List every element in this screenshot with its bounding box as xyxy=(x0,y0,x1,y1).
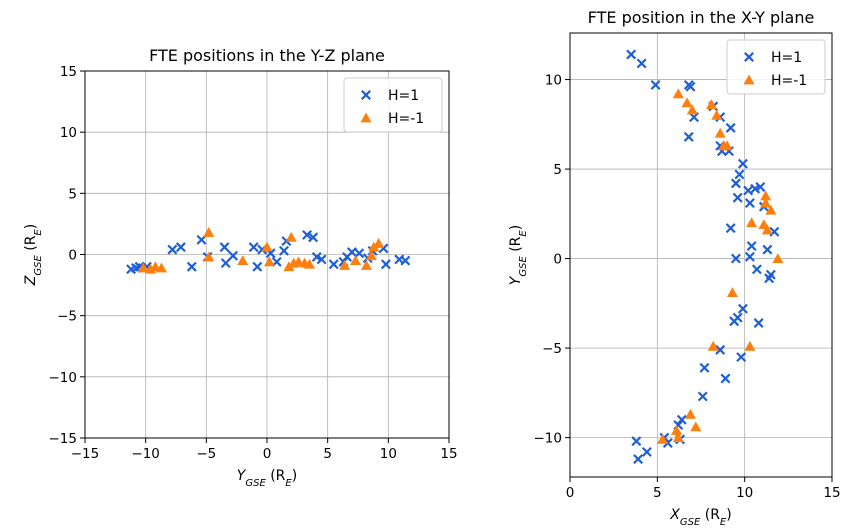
legend-label: H=1 xyxy=(388,88,419,104)
legend-label: H=-1 xyxy=(771,73,807,89)
y-tick-label: −15 xyxy=(49,431,78,447)
x-tick-label: 5 xyxy=(653,485,662,501)
y-tick-label: −10 xyxy=(49,370,78,386)
legend: H=1 H=-1 xyxy=(344,78,442,132)
x-tick-label: −5 xyxy=(196,446,216,462)
x-tick-label: 10 xyxy=(380,446,397,462)
x-tick-label: 15 xyxy=(440,446,457,462)
legend: H=1 H=-1 xyxy=(727,40,825,94)
y-tick-label: −10 xyxy=(534,431,563,447)
y-tick-label: −5 xyxy=(542,341,562,357)
y-tick-label: 0 xyxy=(553,252,562,268)
x-tick-label: −15 xyxy=(71,446,100,462)
x-tick-label: 5 xyxy=(323,446,332,462)
legend-label: H=-1 xyxy=(388,111,424,127)
x-tick-label: 10 xyxy=(736,485,753,501)
x-tick-label: 0 xyxy=(566,485,575,501)
y-tick-label: −5 xyxy=(57,309,77,325)
y-tick-label: 5 xyxy=(553,162,562,178)
x-tick-label: 15 xyxy=(823,485,840,501)
x-tick-label: 0 xyxy=(263,446,272,462)
chart-title: FTE position in the X-Y plane xyxy=(588,8,815,27)
y-tick-label: 10 xyxy=(545,73,562,89)
chart-title: FTE positions in the Y-Z plane xyxy=(149,46,385,65)
x-tick-label: −10 xyxy=(131,446,160,462)
y-tick-label: 5 xyxy=(68,186,77,202)
legend-label: H=1 xyxy=(771,50,802,66)
y-tick-label: 15 xyxy=(60,64,77,80)
y-tick-label: 0 xyxy=(68,248,77,264)
y-tick-label: 10 xyxy=(60,125,77,141)
